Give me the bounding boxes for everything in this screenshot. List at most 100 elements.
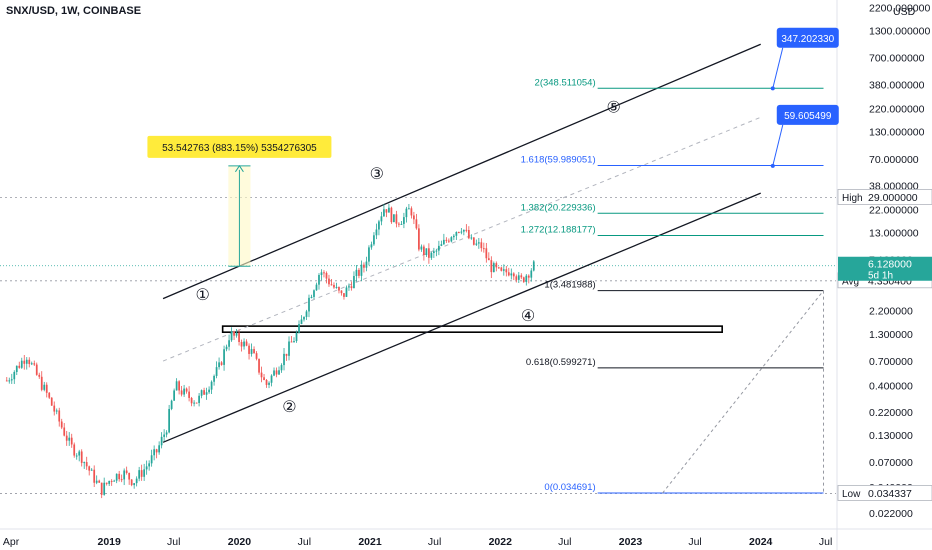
- candle-body: [350, 286, 353, 289]
- measure-label-box: [147, 135, 332, 158]
- target-callout-line: [772, 47, 784, 89]
- y-tick-label: 0.400000: [869, 381, 913, 393]
- candle-body: [415, 219, 418, 229]
- candle-body: [160, 436, 163, 446]
- candle-body: [517, 275, 520, 280]
- fib-level-label: 1.382(20.229336): [521, 202, 596, 213]
- candle-body: [125, 470, 128, 473]
- candle-body: [388, 207, 390, 213]
- candle-body: [445, 239, 448, 241]
- candle-body: [363, 264, 365, 268]
- candle-body: [75, 455, 78, 457]
- candle-body: [480, 242, 483, 249]
- candle-body: [198, 395, 200, 403]
- candle-body: [248, 345, 250, 354]
- candle-body: [433, 251, 435, 254]
- candle-body: [225, 346, 228, 350]
- candle-body: [295, 332, 298, 342]
- candle-body: [527, 275, 530, 278]
- candle-body: [323, 272, 325, 274]
- candle-body: [370, 244, 373, 248]
- candle-body: [268, 382, 270, 385]
- candle-body: [15, 365, 18, 372]
- candle-body: [355, 269, 358, 277]
- candle-body: [293, 341, 295, 343]
- x-tick-label: 2024: [749, 536, 773, 548]
- candle-body: [300, 319, 303, 325]
- candle-body: [185, 388, 188, 392]
- candle-body: [477, 242, 480, 244]
- x-tick-label: 2023: [619, 536, 643, 548]
- last-price-value: 6.128000: [868, 259, 912, 271]
- y-tick-label: 2.200000: [869, 306, 913, 318]
- price-marker-value: 29.000000: [868, 192, 918, 204]
- candle-body: [165, 432, 168, 435]
- fib-level-label: 0.618(0.599271): [526, 357, 596, 368]
- candle-body: [10, 379, 13, 381]
- candle-body: [250, 349, 253, 354]
- channel-line-upper: [162, 43, 761, 300]
- candle-body: [375, 229, 378, 236]
- candle-body: [418, 228, 420, 250]
- candle-body: [208, 389, 210, 393]
- y-tick-label: 0.022000: [869, 508, 913, 520]
- candle-body: [23, 360, 26, 364]
- candle-body: [390, 207, 393, 223]
- candle-body: [360, 264, 363, 276]
- candle-body: [303, 316, 305, 320]
- candle-body: [168, 408, 171, 433]
- candle-body: [123, 470, 126, 480]
- candle-body: [330, 284, 333, 286]
- candle-body: [437, 245, 440, 251]
- candle-body: [497, 267, 500, 269]
- candle-body: [465, 229, 468, 231]
- candle-body: [228, 340, 230, 347]
- candle-body: [522, 277, 525, 282]
- candle-body: [507, 272, 510, 276]
- candle-body: [25, 359, 28, 364]
- candle-body: [80, 451, 83, 463]
- candle-body: [240, 341, 243, 347]
- last-price-box: [838, 256, 932, 281]
- fib-level-label: 2(348.511054): [535, 77, 596, 88]
- candle-body: [140, 470, 143, 477]
- y-tick-label: 130.000000: [869, 127, 925, 139]
- candle-body: [210, 381, 213, 390]
- wave-label: ①: [195, 287, 209, 304]
- candle-body: [340, 290, 343, 294]
- measure-arrow-head: [235, 164, 244, 173]
- candle-body: [495, 263, 498, 268]
- y-tick-label: 0.070000: [869, 457, 913, 469]
- candle-body: [155, 449, 158, 453]
- candle-body: [175, 381, 178, 391]
- candle-body: [85, 462, 88, 467]
- candle-body: [385, 209, 388, 213]
- price-marker-label: Avg: [842, 276, 859, 287]
- candle-body: [423, 246, 425, 256]
- candle-body: [40, 376, 43, 390]
- candle-body: [170, 400, 173, 409]
- candle-body: [173, 390, 175, 401]
- candle-body: [378, 221, 380, 230]
- candle-body: [33, 363, 36, 365]
- candle-body: [475, 243, 478, 245]
- candle-body: [457, 231, 460, 233]
- wave-label: ②: [282, 399, 296, 416]
- candle-body: [35, 364, 38, 375]
- candle-body: [93, 469, 96, 483]
- candle-body: [218, 362, 220, 368]
- candle-body: [470, 237, 473, 239]
- x-tick-label: Jul: [167, 536, 180, 548]
- candle-body: [205, 392, 208, 395]
- candle-body: [30, 363, 33, 365]
- candle-body: [487, 258, 490, 261]
- price-marker-label: Low: [842, 489, 861, 500]
- candle-body: [38, 374, 41, 377]
- candle-body: [358, 269, 360, 276]
- candle-body: [263, 377, 265, 380]
- candle-body: [400, 223, 403, 225]
- x-tick-label: 2022: [489, 536, 513, 548]
- candle-body: [70, 437, 73, 445]
- candle-body: [20, 360, 23, 368]
